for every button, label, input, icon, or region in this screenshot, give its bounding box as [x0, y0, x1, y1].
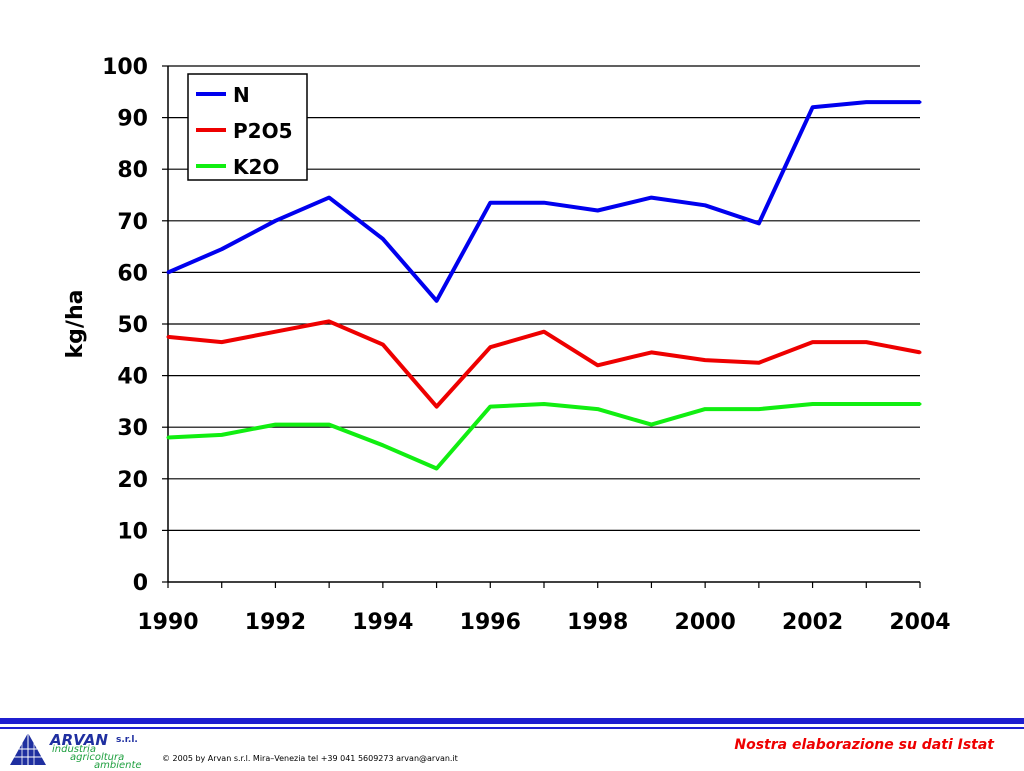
data-point	[918, 100, 922, 104]
y-tick-label: 40	[117, 365, 148, 390]
data-point	[703, 358, 707, 362]
gridlines	[168, 65, 920, 532]
data-point	[811, 105, 815, 109]
legend-box	[187, 73, 308, 181]
data-point	[381, 237, 385, 241]
x-tick-label: 2004	[889, 610, 950, 635]
copyright-text: © 2005 by Arvan s.r.l. Mira–Venezia tel …	[162, 754, 458, 763]
data-point	[488, 201, 492, 205]
legend: N P2O5 K2O	[187, 73, 308, 181]
y-tick-label: 10	[117, 519, 148, 544]
x-tick-label: 2000	[675, 610, 736, 635]
source-note: Nostra elaborazione su dati Istat	[734, 737, 994, 753]
data-point	[918, 402, 922, 406]
y-tick-label: 70	[117, 210, 148, 235]
footer-accent-bar	[0, 718, 1024, 724]
arvan-logo: ARVAN s.r.l. industria agricoltura ambie…	[8, 731, 178, 771]
data-point	[864, 402, 868, 406]
data-point	[649, 196, 653, 200]
legend-label: N	[233, 83, 250, 107]
data-point	[649, 423, 653, 427]
data-point	[488, 405, 492, 409]
data-point	[166, 436, 170, 440]
logo-tagline-1: industria	[52, 744, 96, 755]
data-point	[327, 423, 331, 427]
data-point	[757, 221, 761, 225]
data-point	[166, 270, 170, 274]
data-point	[757, 407, 761, 411]
data-point	[596, 208, 600, 212]
data-point	[596, 407, 600, 411]
data-point	[542, 201, 546, 205]
y-tick-label: 60	[117, 261, 148, 286]
data-point	[381, 443, 385, 447]
y-tick-label: 80	[117, 158, 148, 183]
data-point	[166, 335, 170, 339]
data-point	[273, 423, 277, 427]
data-point	[542, 330, 546, 334]
data-point	[649, 350, 653, 354]
data-point	[542, 402, 546, 406]
data-point	[703, 407, 707, 411]
data-point	[488, 345, 492, 349]
data-point	[435, 405, 439, 409]
y-tick-label: 0	[133, 571, 148, 596]
y-tick-label: 100	[102, 55, 148, 80]
x-tick-label: 1996	[460, 610, 521, 635]
data-point	[381, 343, 385, 347]
logo-pyramid-icon	[10, 733, 46, 765]
x-tick-label: 2002	[782, 610, 843, 635]
data-point	[864, 100, 868, 104]
data-point	[596, 363, 600, 367]
data-point	[273, 330, 277, 334]
y-tick-label: 30	[117, 416, 148, 441]
x-tick-label: 1992	[245, 610, 306, 635]
data-point	[220, 247, 224, 251]
data-point	[918, 350, 922, 354]
series-line-p2o5	[167, 319, 921, 409]
x-tick-label: 1994	[352, 610, 413, 635]
axes: 0 10 20 30 40 50 60 70 80 90 100 1990 1992 1994 1996 19…	[102, 55, 951, 635]
y-axis-title: kg/ha	[63, 290, 88, 359]
data-point	[273, 219, 277, 223]
data-point	[435, 466, 439, 470]
data-point	[864, 340, 868, 344]
x-tick-label: 1990	[137, 610, 198, 635]
data-point	[757, 361, 761, 365]
data-point	[327, 196, 331, 200]
series-lines	[166, 100, 922, 471]
y-tick-label: 20	[117, 468, 148, 493]
data-point	[327, 319, 331, 323]
x-tick-label: 1998	[567, 610, 628, 635]
y-tick-label: 90	[117, 107, 148, 132]
logo-tagline-3: ambiente	[94, 760, 142, 771]
legend-label: K2O	[233, 155, 279, 179]
series-line-k2o	[167, 402, 920, 471]
data-point	[811, 340, 815, 344]
data-point	[703, 203, 707, 207]
data-point	[811, 402, 815, 406]
data-point	[220, 340, 224, 344]
data-point	[220, 433, 224, 437]
y-tick-label: 50	[117, 313, 148, 338]
logo-tagline-2: agricoltura	[70, 752, 125, 763]
legend-label: P2O5	[233, 119, 293, 143]
data-point	[435, 299, 439, 303]
footer-divider	[0, 727, 1024, 729]
logo-suffix: s.r.l.	[116, 735, 138, 745]
logo-name: ARVAN	[50, 731, 108, 749]
